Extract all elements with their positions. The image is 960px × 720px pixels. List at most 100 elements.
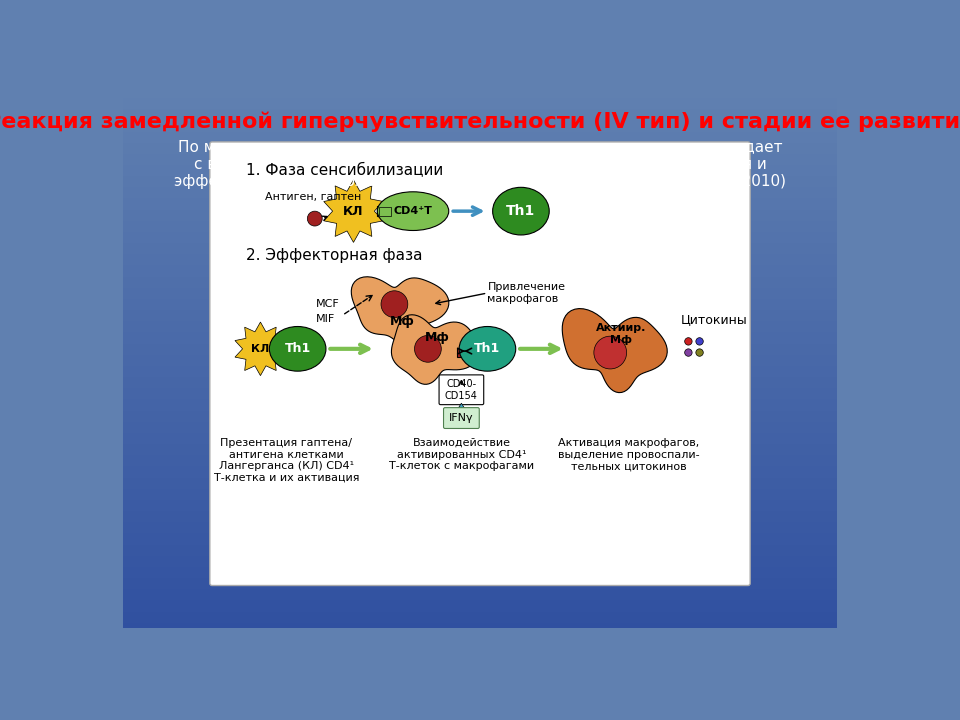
Bar bbox=[123, 279, 837, 280]
Bar bbox=[123, 162, 837, 163]
Bar bbox=[123, 460, 837, 461]
Bar bbox=[123, 547, 837, 549]
Bar bbox=[123, 272, 837, 273]
Bar bbox=[123, 423, 837, 424]
Bar bbox=[123, 539, 837, 540]
Bar bbox=[123, 209, 837, 210]
Bar bbox=[123, 337, 837, 338]
Bar bbox=[123, 391, 837, 392]
Bar bbox=[123, 436, 837, 438]
Bar bbox=[123, 598, 837, 599]
Text: Мф: Мф bbox=[390, 315, 415, 328]
Bar bbox=[123, 143, 837, 144]
Bar bbox=[123, 167, 837, 168]
Bar bbox=[123, 92, 837, 93]
Bar bbox=[123, 372, 837, 373]
Bar bbox=[123, 594, 837, 595]
Bar bbox=[123, 556, 837, 557]
Bar bbox=[123, 477, 837, 478]
Bar bbox=[123, 404, 837, 405]
Bar bbox=[123, 500, 837, 501]
Bar bbox=[123, 618, 837, 619]
Bar bbox=[123, 623, 837, 624]
Bar bbox=[123, 286, 837, 287]
Bar bbox=[123, 288, 837, 289]
Bar bbox=[123, 553, 837, 554]
Bar bbox=[123, 308, 837, 309]
Bar bbox=[123, 208, 837, 209]
Bar bbox=[123, 375, 837, 376]
Bar bbox=[123, 570, 837, 571]
Bar bbox=[123, 306, 837, 307]
Bar bbox=[123, 95, 837, 96]
Bar bbox=[123, 282, 837, 284]
Bar bbox=[123, 329, 837, 330]
Bar bbox=[123, 617, 837, 618]
Bar bbox=[123, 114, 837, 115]
Bar bbox=[123, 341, 837, 342]
Bar bbox=[123, 277, 837, 278]
Bar bbox=[123, 577, 837, 578]
Text: Th1: Th1 bbox=[474, 342, 500, 356]
Bar bbox=[123, 608, 837, 609]
Bar bbox=[123, 362, 837, 363]
Bar bbox=[123, 266, 837, 267]
Bar bbox=[123, 214, 837, 215]
Bar bbox=[123, 457, 837, 458]
Bar bbox=[123, 446, 837, 447]
Bar bbox=[123, 241, 837, 242]
Bar bbox=[123, 97, 837, 98]
Text: Привлечение
макрофагов: Привлечение макрофагов bbox=[488, 282, 565, 304]
Bar bbox=[123, 515, 837, 516]
Bar bbox=[123, 226, 837, 227]
Bar bbox=[123, 132, 837, 133]
Bar bbox=[123, 333, 837, 334]
Bar bbox=[123, 330, 837, 331]
Bar bbox=[123, 150, 837, 151]
Bar bbox=[123, 627, 837, 628]
Bar bbox=[123, 624, 837, 625]
Bar bbox=[123, 302, 837, 303]
Bar bbox=[123, 471, 837, 472]
Bar bbox=[123, 571, 837, 572]
Bar bbox=[123, 338, 837, 339]
Bar bbox=[123, 421, 837, 422]
Bar bbox=[123, 506, 837, 507]
Bar bbox=[123, 212, 837, 213]
Bar bbox=[123, 462, 837, 463]
Bar bbox=[123, 133, 837, 134]
Bar bbox=[123, 187, 837, 188]
Bar bbox=[123, 207, 837, 208]
Bar bbox=[123, 320, 837, 321]
Bar bbox=[123, 119, 837, 120]
Bar bbox=[123, 295, 837, 296]
Bar bbox=[123, 541, 837, 542]
Bar bbox=[123, 455, 837, 456]
Bar bbox=[123, 257, 837, 258]
Bar bbox=[123, 411, 837, 412]
Bar bbox=[123, 488, 837, 489]
Circle shape bbox=[415, 336, 442, 362]
Bar bbox=[123, 268, 837, 269]
Bar bbox=[123, 583, 837, 584]
Bar bbox=[123, 535, 837, 536]
Bar bbox=[123, 137, 837, 138]
Bar bbox=[123, 512, 837, 513]
Bar bbox=[123, 285, 837, 286]
Bar bbox=[123, 610, 837, 611]
Bar bbox=[123, 582, 837, 583]
Text: эффекторная фазы более четко разделены во времени (Ярилин А.А., 2010): эффекторная фазы более четко разделены в… bbox=[174, 173, 786, 189]
Bar bbox=[123, 396, 837, 397]
Bar bbox=[123, 367, 837, 368]
Bar bbox=[123, 249, 837, 250]
Bar bbox=[123, 125, 837, 126]
Bar bbox=[123, 494, 837, 495]
Text: Антиген, гаптен: Антиген, гаптен bbox=[265, 192, 361, 202]
Bar bbox=[123, 100, 837, 101]
Bar bbox=[123, 526, 837, 527]
Bar bbox=[123, 428, 837, 429]
Bar bbox=[123, 253, 837, 254]
Bar bbox=[123, 324, 837, 325]
Bar bbox=[123, 345, 837, 346]
Bar bbox=[123, 325, 837, 326]
